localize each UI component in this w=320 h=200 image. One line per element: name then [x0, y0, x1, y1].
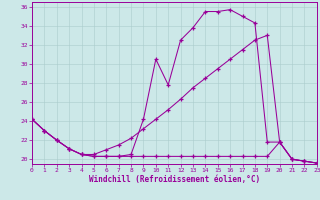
X-axis label: Windchill (Refroidissement éolien,°C): Windchill (Refroidissement éolien,°C)	[89, 175, 260, 184]
